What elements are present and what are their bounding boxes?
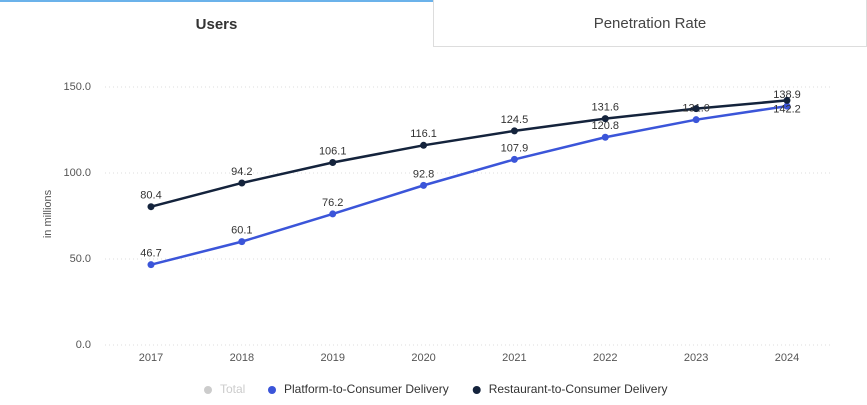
- data-label: 80.4: [140, 190, 161, 202]
- legend-marker: [204, 386, 212, 394]
- data-label: 60.1: [231, 225, 252, 237]
- data-label: 131.6: [592, 102, 620, 114]
- y-tick-label: 50.0: [70, 253, 91, 265]
- point: [329, 159, 337, 167]
- legend-label[interactable]: Total: [220, 382, 245, 396]
- legend-marker: [472, 386, 481, 394]
- point: [601, 115, 609, 123]
- data-label: 124.5: [501, 114, 529, 126]
- x-tick-label: 2017: [139, 352, 163, 364]
- legend-label[interactable]: Platform-to-Consumer Delivery: [284, 382, 449, 396]
- point: [783, 102, 791, 110]
- point: [420, 181, 428, 189]
- data-label: 107.9: [501, 142, 529, 154]
- data-label: 46.7: [140, 248, 161, 260]
- point: [238, 179, 246, 187]
- data-label: 106.1: [319, 145, 347, 157]
- x-tick-label: 2022: [593, 352, 617, 364]
- x-tick-label: 2020: [411, 352, 435, 364]
- x-tick-label: 2019: [320, 352, 344, 364]
- tab-users[interactable]: Users: [0, 0, 433, 47]
- data-label: 76.2: [322, 197, 343, 209]
- point: [329, 210, 337, 218]
- x-tick-label: 2021: [502, 352, 526, 364]
- y-tick-label: 0.0: [76, 339, 91, 351]
- line: [150, 99, 788, 208]
- data-label: 94.2: [231, 166, 252, 178]
- line: [150, 104, 788, 266]
- y-tick-label: 150.0: [63, 81, 91, 93]
- point: [601, 133, 609, 141]
- legend-label[interactable]: Restaurant-to-Consumer Delivery: [489, 382, 668, 396]
- data-label: 92.8: [413, 168, 434, 180]
- point: [147, 261, 155, 269]
- x-tick-label: 2018: [230, 352, 254, 364]
- point: [692, 116, 700, 124]
- point: [510, 127, 518, 135]
- point: [420, 141, 428, 149]
- y-tick-label: 100.0: [63, 167, 91, 179]
- legend-marker: [268, 386, 276, 394]
- point: [783, 96, 791, 104]
- data-label: 142.2: [773, 103, 801, 115]
- data-label: 116.1: [410, 128, 437, 140]
- point: [238, 238, 246, 246]
- x-tick-label: 2024: [775, 352, 799, 364]
- data-label: 138.9: [773, 89, 801, 101]
- x-tick-label: 2023: [684, 352, 708, 364]
- data-label: 120.8: [592, 120, 620, 132]
- point: [692, 105, 700, 113]
- y-axis-label: in millions: [42, 189, 54, 238]
- point: [510, 155, 518, 163]
- point: [147, 203, 155, 211]
